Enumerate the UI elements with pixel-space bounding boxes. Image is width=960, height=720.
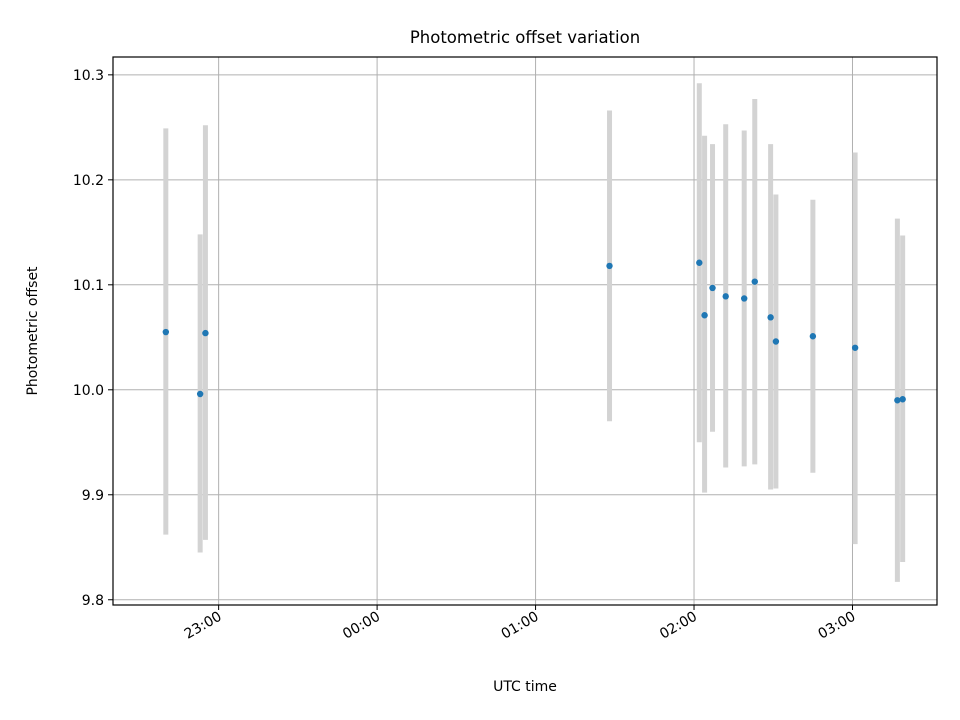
data-point [722, 293, 729, 300]
data-point [741, 295, 748, 302]
y-tick-label: 10.1 [73, 278, 104, 294]
plot-frame [112, 56, 938, 606]
data-point [899, 396, 906, 403]
data-point [162, 328, 170, 336]
data-point [202, 329, 209, 337]
data-point [767, 314, 774, 321]
y-tick-label: 10.3 [73, 68, 104, 84]
data-point [606, 262, 613, 270]
y-tick-label: 9.8 [82, 593, 104, 609]
y-tick-label: 9.9 [82, 488, 104, 504]
data-point [701, 312, 708, 319]
data-point [894, 397, 901, 404]
data-point [851, 344, 859, 351]
y-axis-label: Photometric offset [25, 266, 41, 396]
data-point [696, 259, 703, 266]
data-point [809, 333, 817, 340]
data-points [162, 259, 906, 404]
chart-title: Photometric offset variation [410, 28, 640, 47]
data-point [772, 338, 780, 345]
grid [113, 57, 937, 605]
y-tick-label: 10.2 [73, 173, 104, 189]
x-axis-label: UTC time [493, 679, 557, 695]
y-tick-label: 10.0 [73, 383, 104, 399]
data-point [751, 278, 758, 285]
data-point [709, 284, 716, 292]
data-point [196, 390, 204, 398]
y-axis-ticks: 9.8 9.9 10.0 10.1 10.2 10.3 [73, 68, 113, 609]
